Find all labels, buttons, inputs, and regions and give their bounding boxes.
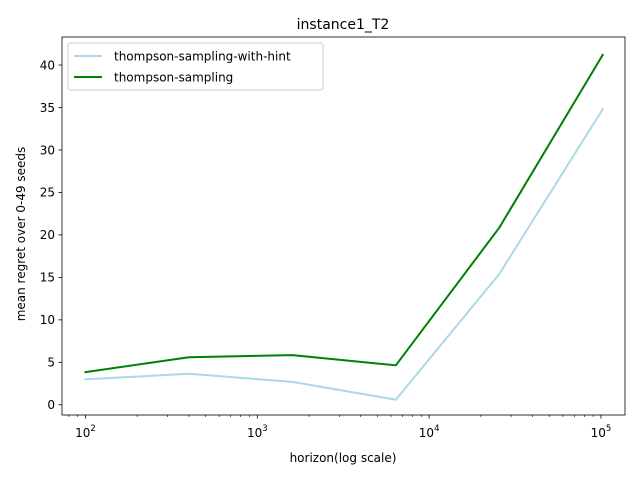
x-axis-label: horizon(log scale) <box>290 451 397 465</box>
series-line-thompson-sampling <box>84 53 605 374</box>
y-tick-label: 30 <box>40 143 55 157</box>
x-tick-label: 105 <box>591 424 612 440</box>
y-tick-label: 25 <box>40 186 55 200</box>
legend: thompson-sampling-with-hint thompson-samp… <box>67 42 324 91</box>
y-tick-label: 35 <box>40 101 55 115</box>
x-tick-label: 102 <box>75 424 96 440</box>
legend-label: thompson-sampling-with-hint <box>114 50 291 64</box>
y-tick-label: 40 <box>40 58 55 72</box>
axes-frame <box>61 36 626 416</box>
series-line-thompson-sampling-with-hint <box>84 107 605 401</box>
y-tick-label: 10 <box>40 313 55 327</box>
legend-label: thompson-sampling <box>114 71 233 85</box>
y-tick-label: 5 <box>47 356 55 370</box>
plot-area: 102 103 104 105 0 5 10 15 20 25 30 35 40 <box>40 36 626 440</box>
y-tick-label: 20 <box>40 228 55 242</box>
chart-title: instance1_T2 <box>297 17 390 33</box>
x-tick-label: 104 <box>419 424 440 440</box>
y-axis-label: mean regret over 0-49 seeds <box>14 147 28 322</box>
y-tick-label: 0 <box>47 398 55 412</box>
legend-box <box>67 42 324 91</box>
x-tick-label: 103 <box>247 424 268 440</box>
y-tick-label: 15 <box>40 271 55 285</box>
